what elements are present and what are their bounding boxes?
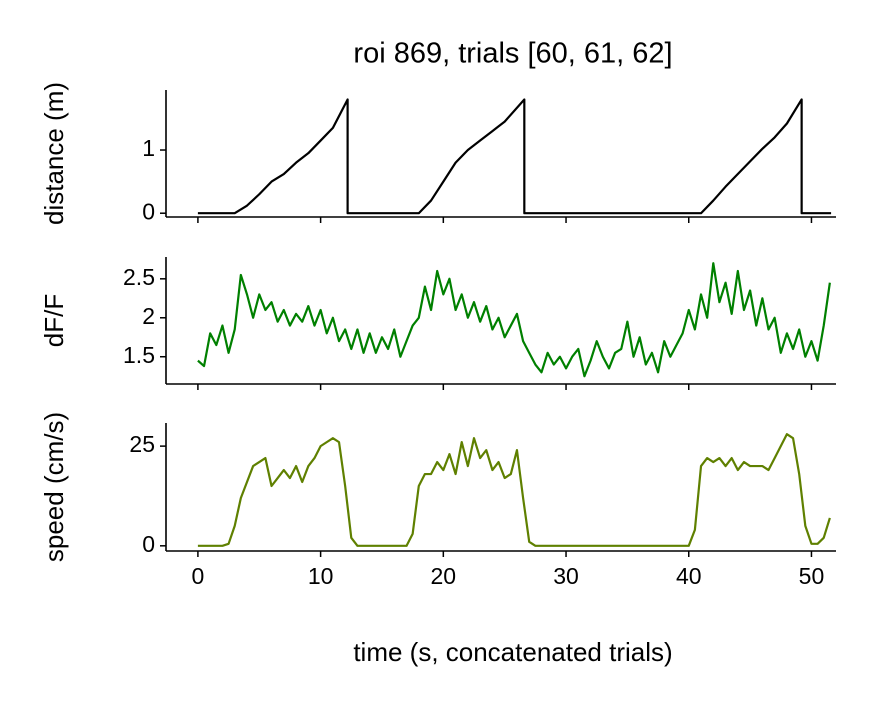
y-tick-label: 1.5 (123, 342, 155, 368)
y-tick-label: 0 (142, 531, 155, 557)
y-axis-label: distance (m) (39, 82, 69, 225)
chart-title: roi 869, trials [60, 61, 62] (353, 38, 672, 70)
x-tick-label: 0 (192, 563, 205, 589)
y-tick-label: 25 (129, 431, 155, 457)
y-tick-label: 0 (142, 198, 155, 224)
x-tick-label: 50 (799, 563, 825, 589)
x-axis-label: time (s, concatenated trials) (353, 637, 672, 667)
y-tick-label: 2 (142, 303, 155, 329)
data-line (197, 433, 831, 547)
y-axis-label: speed (cm/s) (39, 412, 69, 562)
x-tick-label: 30 (553, 563, 579, 589)
y-tick-label: 1 (142, 135, 155, 161)
y-tick-label: 2.5 (123, 264, 155, 290)
data-line (197, 262, 831, 378)
x-tick-label: 40 (676, 563, 702, 589)
data-line (197, 98, 832, 215)
x-tick-label: 20 (431, 563, 457, 589)
y-axis-label: dF/F (39, 294, 69, 347)
x-tick-label: 10 (308, 563, 334, 589)
